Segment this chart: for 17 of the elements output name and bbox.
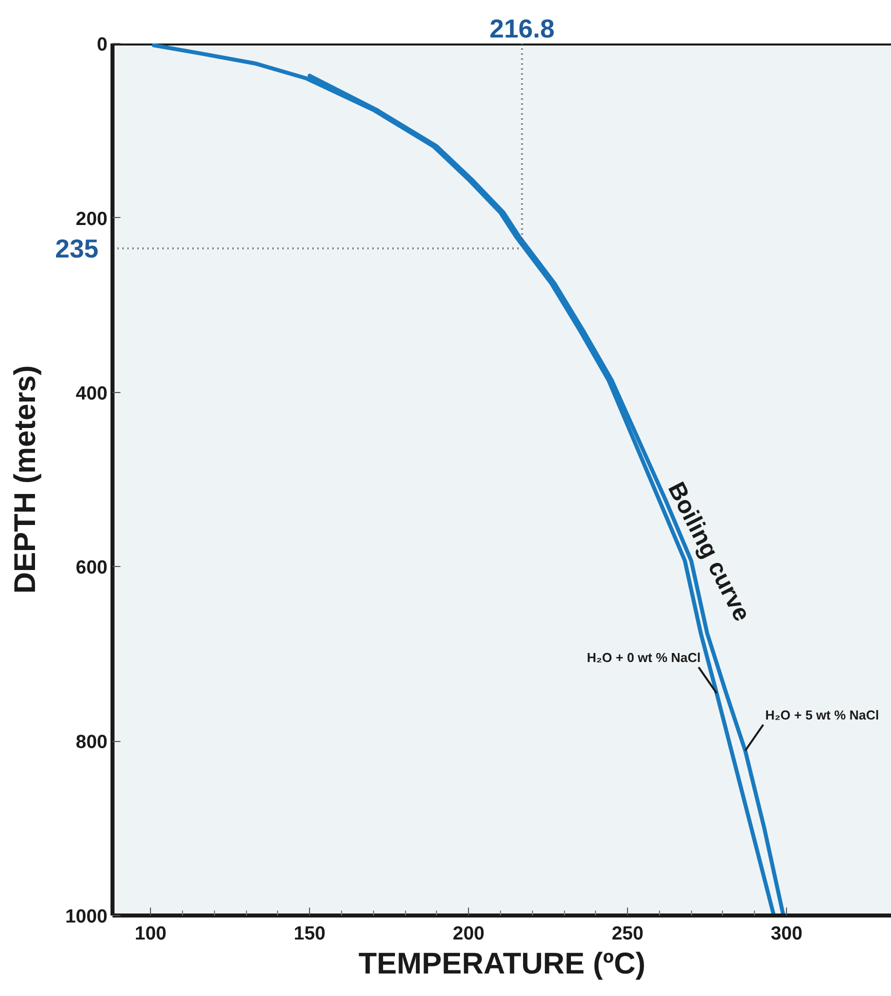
ref-line-label: 216.8 [490,14,555,44]
y-axis-title: DEPTH (meters) [9,365,42,594]
x-tick-label: 250 [612,924,644,944]
x-axis-title: TEMPERATURE (ºC) [358,948,646,980]
ref-line-label: 235 [55,233,99,264]
x-tick-label: 150 [294,924,326,944]
x-tick-label: 200 [452,924,484,944]
series-label: H₂O + 0 wt % NaCl [586,650,701,666]
y-tick-label: 0 [96,34,108,56]
x-tick-label: 100 [134,924,167,944]
y-tick-label: 1000 [65,906,108,928]
y-tick-label: 600 [76,558,108,579]
y-tick-label: 200 [76,208,108,230]
x-tick-label: 300 [770,924,802,944]
text: H₂O + 5 wt % NaCl [765,708,880,723]
y-tick-label: 400 [76,383,108,404]
y-tick-label: 800 [76,732,108,754]
